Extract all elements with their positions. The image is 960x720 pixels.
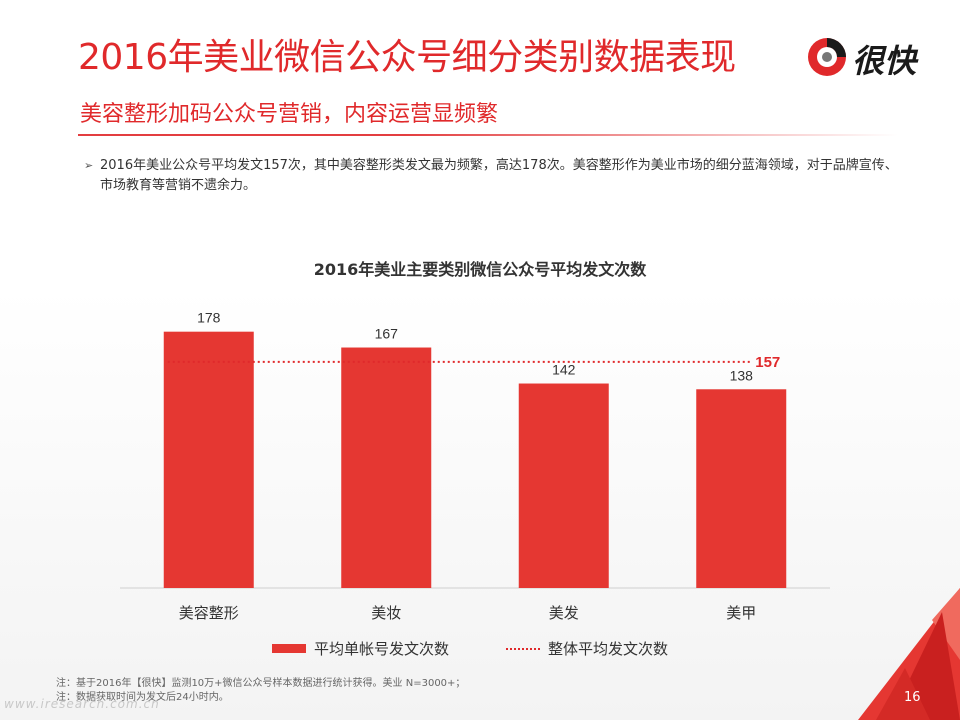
footnote-2: 注：数据获取时间为发文后24小时内。 xyxy=(56,692,229,703)
category-label-0: 美容整形 xyxy=(179,604,239,622)
bar-0 xyxy=(163,331,254,588)
page-number: 16 xyxy=(904,690,921,705)
summary-text: 2016年美业公众号平均发文157次，其中美容整形类发文最为频繁，高达178次。… xyxy=(100,158,898,193)
bar-2 xyxy=(518,383,609,588)
bar-3 xyxy=(696,389,787,588)
legend-label-average: 整体平均发文次数 xyxy=(548,640,669,658)
legend-dotted-line-swatch xyxy=(506,648,540,650)
page-title: 2016年美业微信公众号细分类别数据表现 xyxy=(78,37,736,78)
bar-1 xyxy=(341,347,432,588)
footnote-1: 注：基于2016年【很快】监测10万+微信公众号样本数据进行统计获得。美业 N=… xyxy=(56,678,466,689)
category-label-1: 美妆 xyxy=(371,604,401,622)
chart-title: 2016年美业主要类别微信公众号平均发文次数 xyxy=(313,260,647,279)
bar-value-label-3: 138 xyxy=(730,367,754,383)
bar-value-label-0: 178 xyxy=(197,310,221,326)
watermark: www.iresearch.com.cn xyxy=(4,697,160,711)
title-divider xyxy=(78,134,898,136)
average-value-label: 157 xyxy=(755,354,780,371)
legend-bar-swatch xyxy=(272,644,306,653)
bar-value-label-1: 167 xyxy=(375,326,399,342)
summary-bullet: ➢ 2016年美业公众号平均发文157次，其中美容整形类发文最为频繁，高达178… xyxy=(84,156,904,196)
arrow-bullet-icon: ➢ xyxy=(84,159,94,172)
logo-text: 很快 xyxy=(852,42,917,80)
bar-value-label-2: 142 xyxy=(552,362,576,378)
subtitle: 美容整形加码公众号营销，内容运营显频繁 xyxy=(80,102,499,127)
legend-label-series: 平均单帐号发文次数 xyxy=(314,640,450,658)
category-label-2: 美发 xyxy=(549,604,579,622)
brand-logo: 很快 xyxy=(806,34,936,80)
logo-mark-icon xyxy=(808,38,846,76)
category-label-3: 美甲 xyxy=(726,604,756,622)
